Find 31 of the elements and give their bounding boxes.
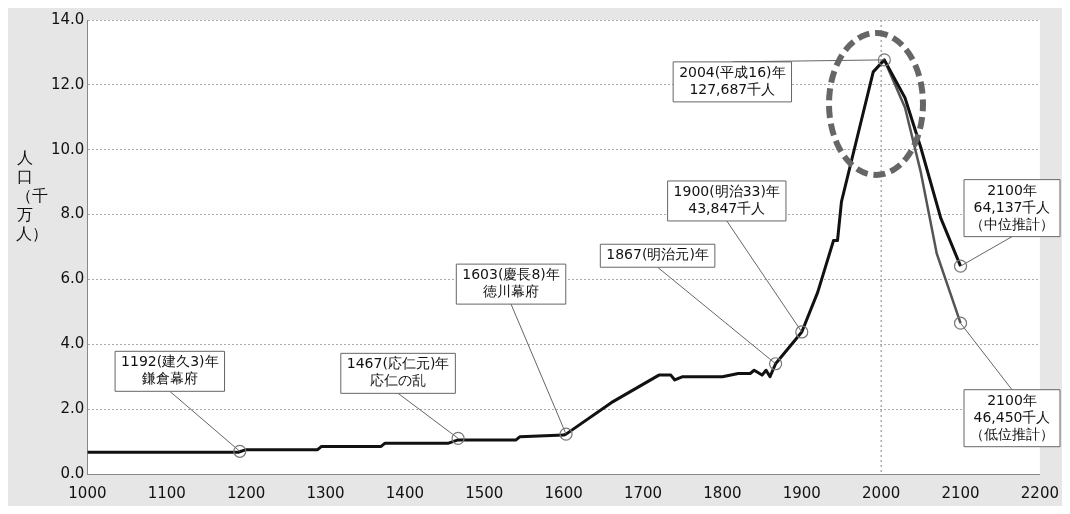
x-tick-label: 1600 xyxy=(544,483,583,502)
point xyxy=(953,316,968,330)
x-tick-label: 1400 xyxy=(385,483,424,502)
y-axis-title: 人口（千万人） xyxy=(16,148,48,243)
annotation: 1603(慶長8)年徳川幕府 xyxy=(462,266,560,300)
annotation: 1192(建久3)年鎌倉幕府 xyxy=(121,353,219,387)
x-tick-label: 1000 xyxy=(68,483,107,502)
x-tick-label: 1200 xyxy=(227,483,266,502)
y-tick-label: 0.0 xyxy=(60,463,85,482)
y-tick-label: 4.0 xyxy=(60,334,85,353)
x-tick-label: 1500 xyxy=(465,483,504,502)
annotation: 1467(応仁元)年応仁の乱 xyxy=(346,355,450,389)
annotation: 2004(平成16)年 127,687千人 xyxy=(679,64,786,98)
x-tick-label: 2200 xyxy=(1020,483,1060,502)
x-tick-label: 1700 xyxy=(623,483,663,502)
x-tick-label: 1100 xyxy=(147,483,186,502)
x-tick-label: 2100 xyxy=(941,483,980,502)
y-tick-label: 6.0 xyxy=(60,269,85,288)
x-tick-label: 1900 xyxy=(782,483,821,502)
x-tick-label: 1300 xyxy=(306,483,345,502)
x-tick-label: 1800 xyxy=(703,483,742,502)
x-tick-label: 2000 xyxy=(862,483,901,502)
y-tick-label: 12.0 xyxy=(50,74,85,93)
annotation: 1867(明治元)年 xyxy=(606,246,709,263)
y-tick-label: 8.0 xyxy=(60,204,85,223)
annotation: 1900(明治33)年 43,847千人 xyxy=(673,183,780,217)
annotation: 2100年46,450千人（低位推計） xyxy=(970,391,1054,442)
y-tick-label: 14.0 xyxy=(50,9,85,28)
y-tick-label: 2.0 xyxy=(60,399,85,418)
annotation: 2100年64,137千人（中位推計） xyxy=(970,181,1054,232)
y-tick-label: 10.0 xyxy=(50,139,85,158)
